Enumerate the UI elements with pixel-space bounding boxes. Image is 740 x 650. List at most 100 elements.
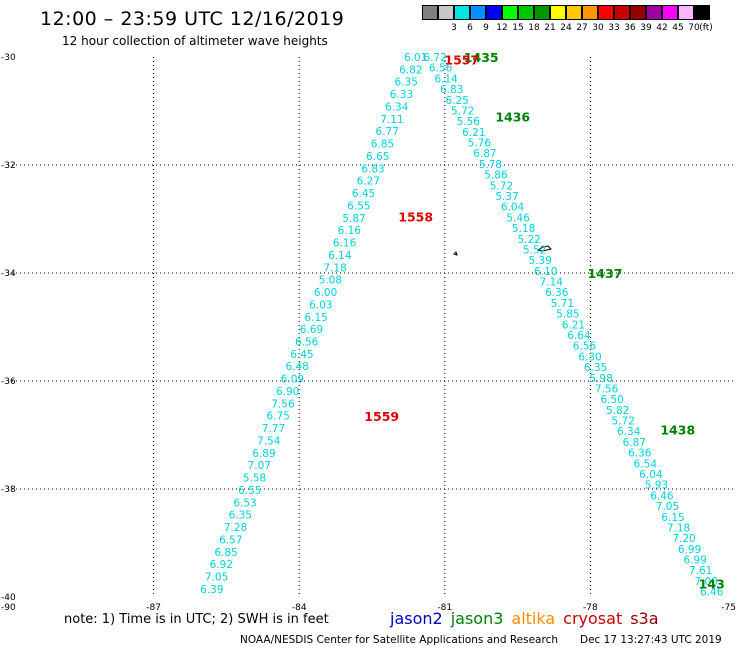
x-tick-label: -78 [583,603,598,613]
west-track-value: 7.11 [380,114,403,126]
y-tick-label: -30 [1,53,16,63]
legend-swatch [566,5,582,20]
east-track-value: 5.18 [512,223,535,235]
east-track-value: 6.72 [423,52,446,64]
legend-label: 42 [656,23,668,33]
x-tick-label: -81 [437,603,452,613]
legend-swatch [502,5,518,20]
east-track-value: 7.14 [540,277,564,289]
east-track-value: 6.56 [429,63,453,75]
west-track-value: 7.28 [224,522,247,534]
satellite-altika: altika [511,609,556,628]
east-track-value: 6.21 [462,127,485,139]
west-track-value: 6.92 [210,559,233,571]
west-track-value: 6.03 [309,299,332,311]
east-track-value: 6.15 [661,512,684,524]
west-track-value: 6.53 [233,497,256,509]
west-track-value: 6.55 [347,200,370,212]
east-track-value: 7.18 [667,522,690,534]
east-track-value: 6.21 [562,319,585,331]
pass-label-jason3: 143 [699,577,725,592]
east-track-value: 5.22 [517,234,540,246]
legend-label: 18 [528,23,540,33]
west-track-value: 6.85 [214,547,237,559]
east-track-value: 6.99 [678,544,701,556]
east-track-value: 6.14 [434,73,458,85]
west-track-value: 6.35 [395,77,418,89]
west-track-value: 6.09 [281,374,304,386]
island-shape [536,245,552,252]
east-track-value: 7.20 [672,533,695,545]
east-track-value: 6.30 [578,351,601,363]
east-track-value: 6.04 [501,202,525,214]
east-track-value: 6.46 [700,587,724,599]
legend-unit: (ft) [699,23,713,33]
east-track-value: 6.34 [617,426,641,438]
east-track-value: 5.46 [506,212,530,224]
y-tick-label: -38 [1,485,16,495]
east-track-value: 5.93 [645,480,668,492]
west-track-value: 6.35 [229,510,252,522]
satellite-jason2: jason2 [390,609,443,628]
west-track-value: 7.54 [257,435,281,447]
west-track-value: 7.05 [205,572,228,584]
legend-swatch [550,5,566,20]
west-track-value: 5.08 [319,275,342,287]
west-track-value: 5.87 [342,213,365,225]
west-track-value: 6.48 [285,361,308,373]
legend-swatch [518,5,534,20]
west-track-value: 7.07 [248,460,271,472]
east-track-value: 6.87 [473,148,496,160]
legend-swatch [470,5,486,20]
footnote: note: 1) Time is in UTC; 2) SWH is in fe… [64,612,329,627]
legend-label: 12 [496,23,508,33]
legend-swatch [438,5,454,20]
west-track-value: 6.45 [352,188,375,200]
west-track-value: 6.00 [314,287,337,299]
east-track-value: 5.76 [468,138,492,150]
west-track-value: 6.69 [300,324,323,336]
island-shape [453,251,458,256]
legend-label: 15 [512,23,524,33]
pass-label-jason3: 1438 [660,423,695,438]
east-track-value: 5.52 [523,244,546,256]
legend-label: 36 [624,23,636,33]
west-track-value: 7.77 [262,423,285,435]
legend-swatch [598,5,614,20]
east-track-value: 6.64 [567,330,591,342]
y-tick-label: -34 [1,269,16,279]
east-track-value: 5.71 [551,298,574,310]
west-track-value: 6.33 [390,89,413,101]
west-track-value: 6.89 [252,448,275,460]
satellite-jason3: jason3 [450,609,504,628]
east-track-value: 5.72 [490,180,513,192]
chart-subtitle: 12 hour collection of altimeter wave hei… [62,34,328,48]
west-track-value: 6.27 [357,176,380,188]
west-track-value: 5.58 [243,473,266,485]
west-track-value: 7.18 [323,262,346,274]
west-track-value: 6.85 [371,139,394,151]
east-track-value: 6.36 [628,448,652,460]
east-track-value: 6.35 [584,362,607,374]
east-track-value: 6.50 [600,394,623,406]
west-track-value: 6.57 [219,534,242,546]
east-track-value: 5.72 [612,416,635,428]
generated-timestamp: Dec 17 13:27:43 UTC 2019 [580,634,722,646]
west-track-value: 6.34 [385,101,409,113]
east-track-value: 5.86 [484,170,508,182]
east-track-value: 5.56 [457,116,481,128]
west-track-value: 6.16 [333,238,357,250]
legend-swatch [422,5,438,20]
east-track-value: 5.85 [556,309,579,321]
x-tick-label: -84 [292,603,307,613]
pass-label-cryosat: 1558 [398,209,433,224]
x-tick-label: -90 [1,603,16,613]
legend-label: 39 [640,23,652,33]
east-track-value: 7.05 [656,501,679,513]
west-track-value: 6.15 [304,312,327,324]
east-track-value: 5.37 [495,191,518,203]
legend-label: 21 [544,23,556,33]
legend-label: 3 [451,23,457,33]
satellite-legend: jason2 jason3 altika cryosat s3a [390,609,667,628]
west-track-value: 6.16 [338,225,362,237]
